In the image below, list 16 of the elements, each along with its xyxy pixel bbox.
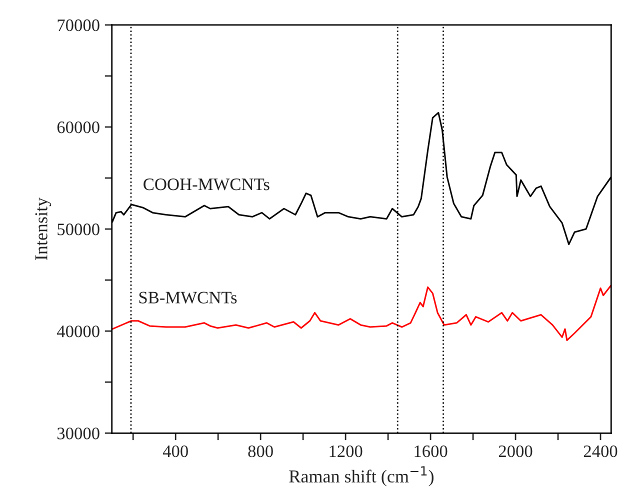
x-tick-label: 2000 [498, 445, 532, 458]
y-tick-label: 40000 [56, 326, 100, 338]
y-tick-label: 70000 [58, 19, 100, 32]
y-tick-label: 60000 [57, 121, 100, 134]
x-tick-label: 2400 [584, 445, 618, 458]
y-axis-title: Intensity [35, 198, 52, 260]
series-label: COOH-MWCNTs [144, 178, 270, 190]
y-tick-label: 30000 [57, 428, 100, 440]
series-label: SB-MWCNTs [139, 292, 237, 304]
x-axis-title: Raman shift (cm$^{−1}$) [289, 466, 434, 486]
line-series [112, 284, 612, 342]
y-tick-label: 50000 [58, 224, 100, 236]
x-tick-label: 400 [162, 445, 188, 458]
x-tick-label: 800 [248, 445, 273, 458]
x-tick-label: 1200 [330, 445, 362, 458]
x-tick-label: 1600 [414, 445, 448, 458]
